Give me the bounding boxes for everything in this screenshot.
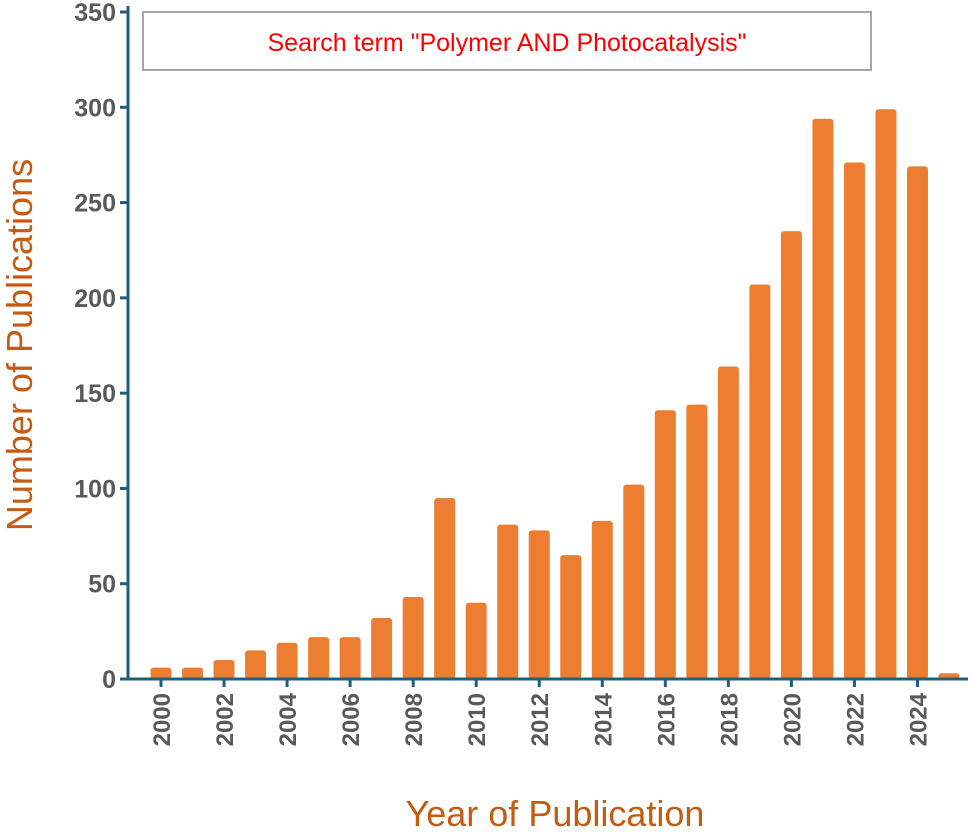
bar-2024 bbox=[906, 166, 928, 680]
bar-2018 bbox=[717, 366, 739, 679]
bars-group bbox=[150, 109, 960, 680]
bar-2004 bbox=[276, 642, 298, 679]
bar-2011 bbox=[497, 524, 519, 679]
y-tick-label-350: 350 bbox=[74, 0, 116, 27]
bar-2012 bbox=[528, 530, 550, 679]
bar-2022 bbox=[843, 162, 865, 680]
x-tick-label-2020: 2020 bbox=[779, 693, 806, 746]
bar-2017 bbox=[686, 404, 708, 679]
x-tick-label-2024: 2024 bbox=[905, 692, 932, 746]
x-tick-label-2012: 2012 bbox=[527, 693, 554, 746]
bar-2000 bbox=[150, 667, 172, 679]
x-tick-label-2004: 2004 bbox=[275, 692, 302, 746]
bar-2023 bbox=[875, 109, 897, 679]
y-axis-title: Number of Publications bbox=[0, 159, 40, 531]
annotation-text: Search term "Polymer AND Photocatalysis" bbox=[267, 29, 746, 57]
bar-2021 bbox=[812, 118, 834, 680]
y-tick-label-250: 250 bbox=[74, 190, 116, 218]
x-tick-label-2014: 2014 bbox=[590, 692, 617, 746]
x-tick-label-2010: 2010 bbox=[464, 693, 491, 746]
bar-2013 bbox=[560, 555, 582, 679]
x-tick-labels: 2000 2002 2004 2006 2008 2010 2012 2014 2016 2018… bbox=[149, 692, 932, 746]
bar-2015 bbox=[623, 484, 645, 679]
x-axis-title: Year of Publication bbox=[406, 793, 705, 832]
x-tick-label-2000: 2000 bbox=[149, 693, 176, 746]
y-tick-label-0: 0 bbox=[102, 666, 116, 694]
y-tick-label-300: 300 bbox=[74, 94, 116, 122]
x-tick-label-2018: 2018 bbox=[716, 693, 743, 746]
bar-2003 bbox=[245, 650, 267, 679]
bar-2007 bbox=[371, 618, 393, 679]
bar-2009 bbox=[434, 497, 456, 679]
bar-2002 bbox=[213, 659, 235, 679]
y-tick-label-150: 150 bbox=[74, 380, 116, 408]
x-tick-label-2008: 2008 bbox=[401, 693, 428, 746]
bar-2005 bbox=[308, 637, 330, 679]
x-tick-label-2002: 2002 bbox=[212, 693, 239, 746]
x-tick-label-2006: 2006 bbox=[338, 693, 365, 746]
bar-2020 bbox=[780, 231, 802, 679]
x-tick-label-2016: 2016 bbox=[653, 693, 680, 746]
y-tick-marks bbox=[120, 10, 128, 681]
bar-2006 bbox=[339, 637, 361, 679]
annotation-box bbox=[142, 11, 872, 71]
y-tick-label-50: 50 bbox=[88, 571, 116, 599]
bar-2010 bbox=[465, 602, 487, 679]
y-tick-label-200: 200 bbox=[74, 285, 116, 313]
bar-2001 bbox=[182, 667, 204, 679]
x-tick-label-2022: 2022 bbox=[842, 693, 869, 746]
bar-2008 bbox=[402, 597, 424, 679]
x-tick-marks bbox=[159, 679, 919, 687]
bar-2019 bbox=[749, 284, 771, 679]
y-tick-label-100: 100 bbox=[74, 475, 116, 503]
bar-2014 bbox=[591, 520, 613, 679]
y-tick-labels: 0 50 100 150 200 250 300 350 bbox=[74, 0, 116, 694]
bar-2016 bbox=[654, 410, 676, 679]
